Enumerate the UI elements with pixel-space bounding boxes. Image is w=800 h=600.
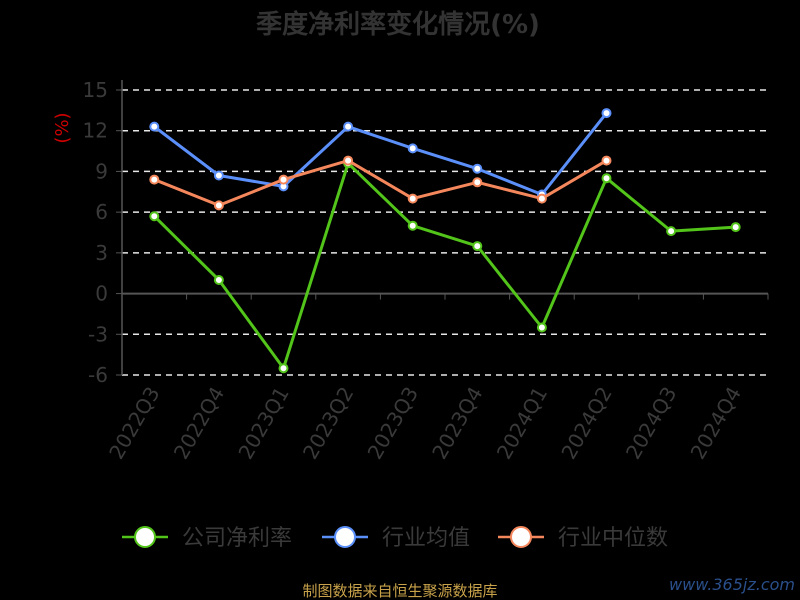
data-point <box>536 322 547 333</box>
y-axis-unit-label: (%) <box>52 112 73 143</box>
data-point <box>213 200 224 211</box>
data-point <box>278 363 289 374</box>
legend-item-0[interactable]: 公司净利率 <box>122 526 292 551</box>
x-tick-label: 2022Q3 <box>104 383 164 464</box>
data-point <box>536 193 547 204</box>
data-point <box>407 143 418 154</box>
series-lines <box>149 108 741 374</box>
series-2 <box>149 155 612 211</box>
x-tick-label: 2023Q2 <box>298 383 358 464</box>
series-1 <box>149 108 612 200</box>
series-0 <box>149 158 741 374</box>
legend-label: 行业中位数 <box>558 526 668 551</box>
data-point <box>278 174 289 185</box>
data-point <box>601 155 612 166</box>
y-tick-label: 15 <box>83 78 108 102</box>
series-line <box>153 161 736 370</box>
series-line <box>153 159 608 207</box>
data-point <box>601 173 612 184</box>
legend-item-1[interactable]: 行业均值 <box>322 526 470 551</box>
legend-marker <box>134 526 156 548</box>
y-tick-label: 3 <box>95 241 108 265</box>
data-point <box>601 108 612 119</box>
x-tick-label: 2024Q2 <box>556 383 616 464</box>
data-point <box>472 177 483 188</box>
y-tick-label: -3 <box>88 322 108 346</box>
data-point <box>213 170 224 181</box>
data-point <box>730 222 741 233</box>
x-tick-label: 2022Q4 <box>169 383 229 464</box>
data-point <box>472 163 483 174</box>
data-point <box>149 121 160 132</box>
x-tick-label: 2024Q1 <box>492 383 552 464</box>
data-point <box>472 241 483 252</box>
y-tick-label: 6 <box>95 200 108 224</box>
x-tick-label: 2024Q4 <box>686 383 746 464</box>
x-tick-label: 2024Q3 <box>621 383 681 464</box>
x-tick-label: 2023Q3 <box>363 383 423 464</box>
data-point <box>149 211 160 222</box>
x-tick-label: 2023Q1 <box>233 383 293 464</box>
data-point <box>343 121 354 132</box>
gridlines <box>122 89 768 376</box>
legend[interactable]: 公司净利率 行业均值 行业中位数 <box>122 526 668 551</box>
legend-marker <box>510 526 532 548</box>
y-tick-label: -6 <box>88 363 108 387</box>
legend-label: 行业均值 <box>382 526 470 551</box>
data-point <box>149 174 160 185</box>
data-point <box>407 193 418 204</box>
legend-marker <box>334 526 356 548</box>
legend-item-2[interactable]: 行业中位数 <box>498 526 668 551</box>
chart-title: 季度净利率变化情况(%) <box>256 9 540 40</box>
y-tick-label: 12 <box>83 119 108 143</box>
legend-label: 公司净利率 <box>182 526 292 551</box>
source-note: 制图数据来自恒生聚源数据库 <box>302 582 497 600</box>
x-tick-label: 2023Q4 <box>427 383 487 464</box>
data-point <box>666 226 677 237</box>
y-tick-label: 0 <box>95 282 108 306</box>
data-point <box>343 155 354 166</box>
series-line <box>153 112 608 196</box>
data-point <box>213 275 224 285</box>
watermark: www.365jz.com <box>669 575 795 594</box>
data-point <box>407 220 418 231</box>
y-tick-label: 9 <box>95 159 108 183</box>
